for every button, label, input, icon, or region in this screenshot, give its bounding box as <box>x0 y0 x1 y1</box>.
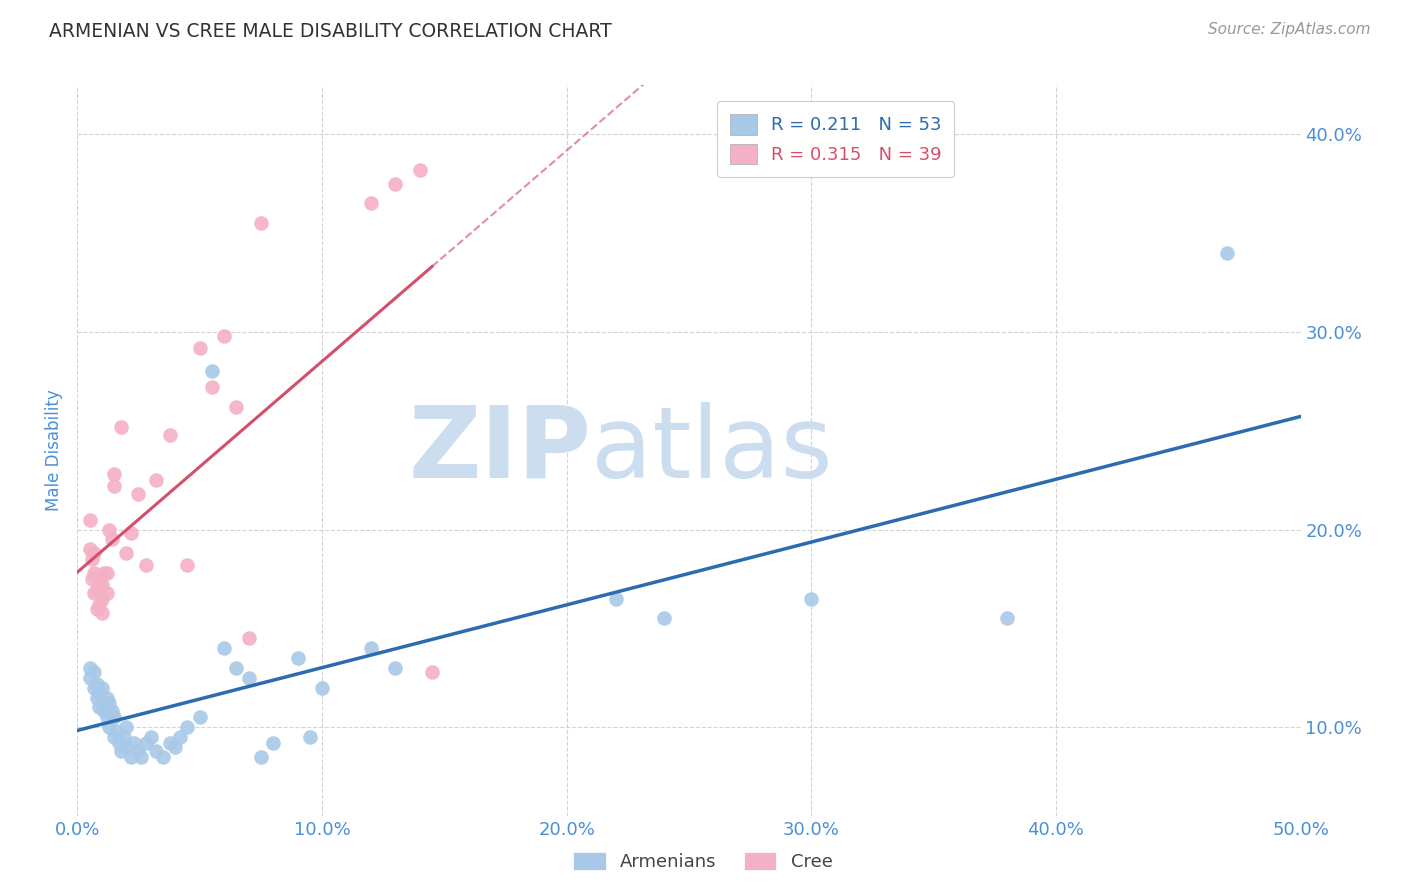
Point <box>83 665 105 679</box>
Text: atlas: atlas <box>591 402 832 499</box>
Point <box>115 546 138 560</box>
Point <box>96 690 118 705</box>
Point <box>90 606 112 620</box>
Point <box>409 162 432 177</box>
Point <box>225 400 247 414</box>
Point <box>165 739 187 754</box>
Point <box>96 710 118 724</box>
Point <box>112 730 135 744</box>
Point <box>103 730 125 744</box>
Point <box>238 632 260 646</box>
Point <box>287 651 309 665</box>
Point <box>135 558 157 573</box>
Point <box>605 591 627 606</box>
Point <box>110 744 132 758</box>
Point <box>188 341 211 355</box>
Text: Source: ZipAtlas.com: Source: ZipAtlas.com <box>1208 22 1371 37</box>
Point <box>201 380 224 394</box>
Point <box>96 586 118 600</box>
Point <box>145 473 167 487</box>
Point <box>98 720 121 734</box>
Point <box>995 611 1018 625</box>
Point <box>100 533 122 547</box>
Point <box>176 720 198 734</box>
Point <box>145 744 167 758</box>
Point <box>384 177 406 191</box>
Point <box>225 661 247 675</box>
Point <box>250 216 273 230</box>
Point <box>152 750 174 764</box>
Legend: R = 0.211   N = 53, R = 0.315   N = 39: R = 0.211 N = 53, R = 0.315 N = 39 <box>717 101 955 178</box>
Point <box>79 661 101 675</box>
Text: ARMENIAN VS CREE MALE DISABILITY CORRELATION CHART: ARMENIAN VS CREE MALE DISABILITY CORRELA… <box>49 22 612 41</box>
Point <box>298 730 321 744</box>
Point <box>105 724 128 739</box>
Point <box>100 705 122 719</box>
Point <box>86 601 108 615</box>
Point <box>127 487 149 501</box>
Point <box>80 572 103 586</box>
Point <box>135 736 157 750</box>
Point <box>89 578 111 592</box>
Point <box>108 736 131 750</box>
Text: ZIP: ZIP <box>408 402 591 499</box>
Point <box>89 684 111 698</box>
Point <box>311 681 333 695</box>
Point <box>159 427 181 442</box>
Point <box>169 730 191 744</box>
Point <box>79 671 101 685</box>
Point <box>384 661 406 675</box>
Legend: Armenians, Cree: Armenians, Cree <box>567 845 839 879</box>
Point <box>262 736 284 750</box>
Point <box>127 744 149 758</box>
Point <box>79 542 101 557</box>
Point <box>360 196 382 211</box>
Point <box>129 750 152 764</box>
Point <box>159 736 181 750</box>
Point <box>79 513 101 527</box>
Point <box>90 591 112 606</box>
Point <box>420 665 443 679</box>
Point <box>212 328 235 343</box>
Point <box>83 586 105 600</box>
Point <box>139 730 162 744</box>
Y-axis label: Male Disability: Male Disability <box>45 390 63 511</box>
Point <box>93 705 115 719</box>
Point <box>90 578 112 592</box>
Point <box>83 546 105 560</box>
Point <box>89 700 111 714</box>
Point <box>122 736 145 750</box>
Point <box>1216 245 1239 260</box>
Point <box>98 523 121 537</box>
Point <box>188 710 211 724</box>
Point <box>83 681 105 695</box>
Point <box>89 598 111 612</box>
Point <box>115 720 138 734</box>
Point <box>103 479 125 493</box>
Point <box>86 582 108 596</box>
Point <box>96 566 118 580</box>
Point <box>360 641 382 656</box>
Point <box>80 552 103 566</box>
Point <box>103 710 125 724</box>
Point <box>103 467 125 482</box>
Point <box>93 566 115 580</box>
Point <box>86 690 108 705</box>
Point <box>800 591 823 606</box>
Point <box>238 671 260 685</box>
Point <box>212 641 235 656</box>
Point <box>90 697 112 711</box>
Point <box>120 750 142 764</box>
Point <box>83 566 105 580</box>
Point <box>176 558 198 573</box>
Point <box>86 677 108 691</box>
Point <box>98 697 121 711</box>
Point <box>654 611 676 625</box>
Point <box>90 681 112 695</box>
Point <box>115 739 138 754</box>
Point <box>201 364 224 378</box>
Point <box>110 419 132 434</box>
Point <box>120 526 142 541</box>
Point <box>250 750 273 764</box>
